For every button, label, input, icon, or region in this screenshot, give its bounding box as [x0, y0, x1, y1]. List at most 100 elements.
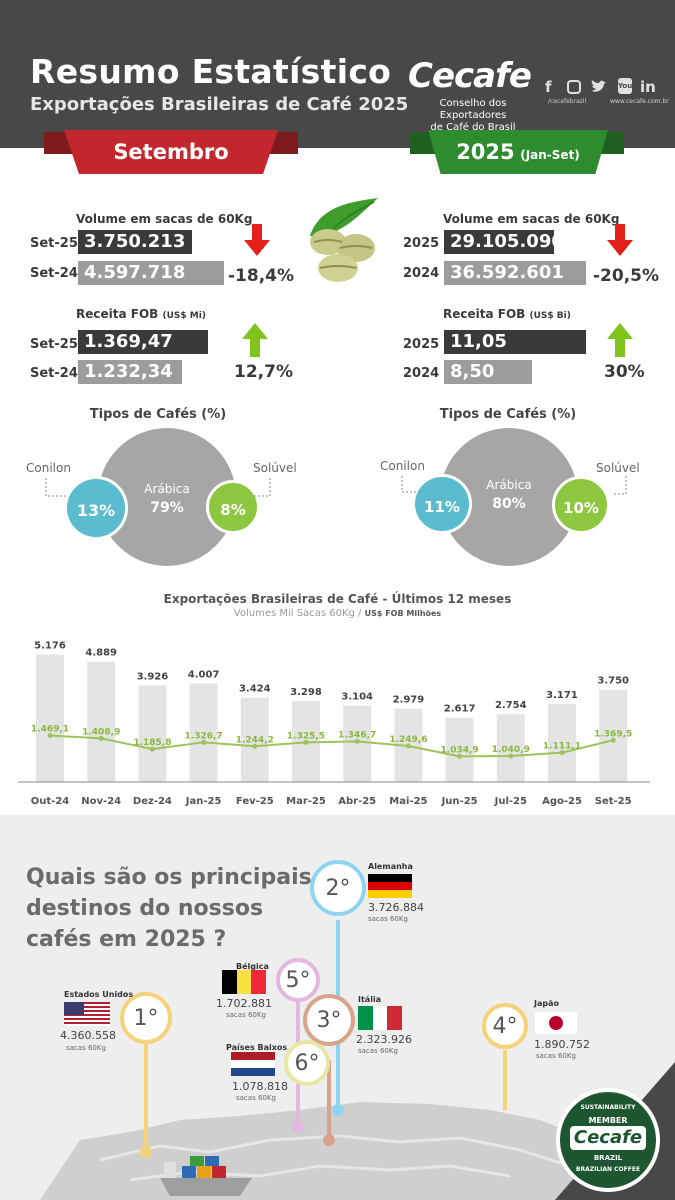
left-callout-lines — [45, 478, 271, 497]
fob-point-Set-25 — [610, 737, 616, 743]
bar-label-Jan-25: 4.007 — [188, 669, 220, 680]
youtube-icon[interactable]: You — [618, 78, 632, 94]
x-tick-Mai-25: Mai-25 — [389, 796, 427, 807]
fob-point-Ago-25 — [559, 750, 565, 756]
right-fob-row-2-label: 2024 — [403, 366, 440, 381]
x-tick-Dez-24: Dez-24 — [133, 796, 172, 807]
country-4-unit: sacas 60Kg — [536, 1052, 576, 1060]
right-callout-lines — [401, 476, 627, 495]
destinations-question: Quais são os principais destinos do noss… — [26, 862, 312, 955]
badge-brazil-text: BRAZIL — [593, 1154, 623, 1162]
country-4-name: Japão — [534, 999, 559, 1008]
left-fob-title: Receita FOB (US$ Mi) — [76, 307, 206, 321]
linkedin-icon[interactable]: in — [640, 78, 656, 96]
fob-label-Mai-25: 1.249,6 — [389, 735, 427, 745]
year-ribbon-year: 2025 — [456, 140, 515, 164]
bar-Fev-25 — [240, 697, 269, 782]
usa-flag-icon — [64, 1002, 110, 1026]
rank-3-pin: 3° — [303, 994, 355, 1046]
left-fob-row-1-label: Set-25 — [30, 337, 78, 352]
germany-flag-icon — [368, 874, 412, 898]
country-2-value: 3.726.884 — [368, 901, 424, 914]
badge-bottom-text: BRAZILIAN COFFEE — [575, 1166, 641, 1173]
right-volume-title: Volume em sacas de 60Kg — [443, 212, 620, 226]
right-fob-unit: (US$ Bi) — [529, 311, 571, 321]
x-tick-Fev-25: Fev-25 — [236, 796, 274, 807]
left-vol-row-2-label: Set-24 — [30, 266, 78, 281]
country-3-name: Itália — [358, 995, 382, 1004]
country-5-unit: sacas 60Kg — [226, 1011, 266, 1019]
country-4-value: 1.890.752 — [534, 1038, 590, 1051]
instagram-icon[interactable] — [567, 80, 581, 94]
left-soluvel-circle: 8% — [206, 480, 260, 534]
bar-label-Dez-24: 3.926 — [137, 671, 169, 682]
exports-chart: 5.176 Out-24 4.889 Nov-24 3.926 Dez-24 4.007 Ja… — [18, 641, 650, 807]
fob-label-Fev-25: 1.244,2 — [236, 735, 274, 745]
fob-point-Jun-25 — [457, 753, 463, 759]
chart-subtitle-volumes: Volumes Mil Sacas 60Kg — [233, 608, 355, 619]
year-ribbon-period: (Jan-Set) — [520, 148, 580, 162]
page-title: Resumo Estatístico — [30, 52, 392, 91]
fob-label-Jun-25: 1.034,9 — [441, 745, 479, 755]
right-fob-title: Receita FOB (US$ Bi) — [443, 307, 571, 321]
fob-point-Mar-25 — [303, 739, 309, 745]
chart-title: Exportações Brasileiras de Café - Último… — [163, 592, 512, 606]
cargo-ship-icon — [160, 1156, 252, 1196]
country-2-name: Alemanha — [368, 862, 413, 871]
left-fob-row-1-bar: 1.369,47 — [78, 330, 208, 354]
right-arabica-value: 80% — [492, 496, 526, 512]
left-fob-unit: (US$ Mi) — [162, 311, 206, 321]
right-fob-row-2-bar: 8,50 — [444, 360, 532, 384]
bar-Dez-24 — [138, 685, 167, 782]
right-soluvel-label: Solúvel — [596, 461, 640, 475]
fob-label-Nov-24: 1.408,9 — [82, 727, 120, 737]
bar-label-Out-24: 5.176 — [34, 641, 66, 652]
left-arabica-label: Arábica — [144, 482, 190, 496]
twitter-icon[interactable] — [591, 80, 607, 94]
country-6-unit: sacas 60Kg — [236, 1094, 276, 1102]
right-vol-row-2-bar: 36.592.601 — [444, 261, 586, 285]
bar-Jul-25 — [496, 714, 525, 782]
country-1-unit: sacas 60Kg — [66, 1044, 106, 1052]
bar-label-Abr-25: 3.104 — [341, 692, 373, 703]
left-vol-row-2-bar: 4.597.718 — [78, 261, 224, 285]
right-conilon-circle: 11% — [412, 474, 472, 534]
fob-label-Jul-25: 1.040,9 — [492, 745, 530, 755]
fob-point-Out-24 — [47, 732, 53, 738]
bar-label-Fev-25: 3.424 — [239, 684, 271, 695]
badge-top-text: SUSTAINABILITY — [580, 1104, 636, 1111]
right-vol-change: -20,5% — [593, 266, 660, 286]
chart-subtitle-fob: US$ FOB Milhões — [364, 609, 442, 618]
left-conilon-circle: 13% — [64, 476, 128, 540]
left-vol-row-1-label: Set-25 — [30, 236, 78, 251]
facebook-icon[interactable]: f — [545, 78, 552, 96]
right-vol-row-2-label: 2024 — [403, 266, 440, 281]
fob-point-Jul-25 — [508, 753, 514, 759]
fob-label-Set-25: 1.369,5 — [594, 729, 632, 739]
badge-member-text: MEMBER — [588, 1116, 628, 1125]
destinations-question-line-2: destinos do nossos — [26, 896, 264, 921]
badge-logo: Cecafe — [570, 1126, 646, 1150]
x-tick-Out-24: Out-24 — [31, 796, 70, 807]
bar-Out-24 — [36, 654, 64, 782]
logo-subtitle-line-2: de Café do Brasil — [430, 122, 516, 133]
fob-label-Out-24: 1.469,1 — [31, 724, 69, 734]
right-vol-row-1-label: 2025 — [403, 236, 440, 251]
x-tick-Mar-25: Mar-25 — [286, 796, 326, 807]
header-banner — [0, 0, 675, 148]
fob-point-Fev-25 — [252, 743, 258, 749]
country-3-unit: sacas 60Kg — [358, 1047, 398, 1055]
left-fob-row-2-label: Set-24 — [30, 366, 78, 381]
sustainability-badge: SUSTAINABILITY MEMBER Cecafe BRAZIL BRAZ… — [556, 1088, 660, 1192]
cecafe-logo: Cecafe — [408, 56, 532, 96]
bar-label-Nov-24: 4.889 — [85, 648, 117, 659]
bar-Jan-25 — [189, 683, 218, 782]
bar-Nov-24 — [87, 661, 116, 782]
fob-label-Ago-25: 1.111,1 — [543, 742, 581, 752]
logo-subtitle-line-1: Conselho dos Exportadores — [439, 98, 507, 121]
coffee-beans-icon — [310, 198, 378, 282]
right-vol-row-1-bar: 29.105.090 — [444, 230, 564, 254]
world-map — [40, 1102, 600, 1200]
left-vol-row-1-bar: 3.750.213 — [78, 230, 192, 254]
bar-label-Mar-25: 3.298 — [290, 687, 322, 698]
